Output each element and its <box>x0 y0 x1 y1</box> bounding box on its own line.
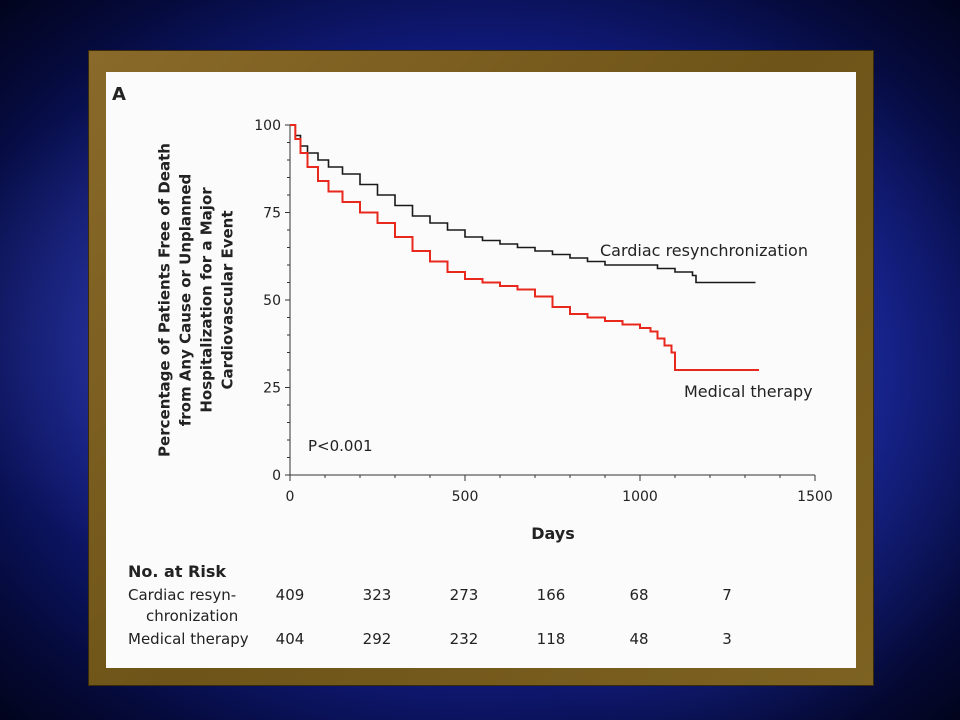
figure-panel: A Percentage of Patients Free of Death fr… <box>106 72 856 668</box>
risk-table-title: No. at Risk <box>128 562 226 581</box>
risk-value: 323 <box>363 586 392 604</box>
risk-row-label: Medical therapy <box>128 630 249 648</box>
risk-value: 7 <box>722 586 732 604</box>
y-tick-label: 100 <box>254 118 281 134</box>
y-tick-label: 50 <box>263 293 281 309</box>
y-axis-label-line: from Any Cause or Unplanned <box>177 174 195 427</box>
risk-value: 404 <box>276 630 305 648</box>
y-axis-label-line: Hospitalization for a Major <box>198 187 216 413</box>
y-axis-label-line: Percentage of Patients Free of Death <box>156 143 174 457</box>
km-chart: A Percentage of Patients Free of Death fr… <box>112 84 833 648</box>
risk-row-label: chronization <box>146 607 238 625</box>
x-tick-label: 0 <box>286 489 295 505</box>
panel-label: A <box>112 84 126 105</box>
risk-table: Cardiac resyn-chronization 409 323 273 166 68… <box>128 586 732 648</box>
risk-value: 409 <box>276 586 305 604</box>
risk-value: 232 <box>450 630 479 648</box>
risk-value: 292 <box>363 630 392 648</box>
survival-curves <box>290 124 759 371</box>
p-value-annotation: P<0.001 <box>308 437 373 455</box>
series-label-medical-therapy: Medical therapy <box>684 382 813 401</box>
series-label-cardiac-resynchronization: Cardiac resynchronization <box>600 241 808 260</box>
risk-value: 48 <box>629 630 648 648</box>
risk-value: 118 <box>537 630 566 648</box>
y-tick-label: 75 <box>263 206 281 222</box>
y-axis-label-line: Cardiovascular Event <box>219 210 237 389</box>
risk-value: 273 <box>450 586 479 604</box>
risk-value: 68 <box>629 586 648 604</box>
y-tick-label: 0 <box>272 468 281 484</box>
x-tick-label: 1500 <box>797 489 833 505</box>
y-tick-label: 25 <box>263 381 281 397</box>
risk-row-label: Cardiac resyn- <box>128 586 236 604</box>
y-axis-label: Percentage of Patients Free of Death from… <box>156 143 237 457</box>
x-tick-label: 500 <box>452 489 479 505</box>
x-tick-label: 1000 <box>622 489 658 505</box>
series-line-cardiac-resynchronization <box>290 124 756 284</box>
x-axis-title: Days <box>531 524 575 543</box>
series-line-medical-therapy <box>290 124 759 371</box>
risk-value: 166 <box>537 586 566 604</box>
risk-value: 3 <box>722 630 732 648</box>
